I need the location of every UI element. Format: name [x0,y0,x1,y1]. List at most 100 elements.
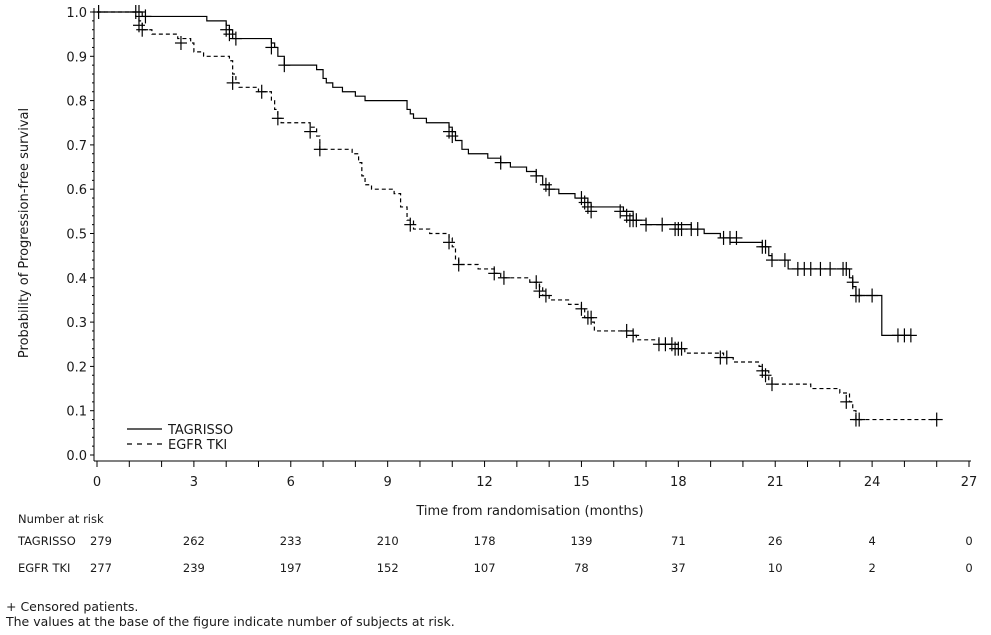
y-tick-label: 0.3 [66,316,87,331]
censor-mark-tagrisso [223,27,236,42]
risk-value: 0 [965,534,972,548]
censor-mark-egfr-tki [853,412,866,427]
y-axis-label: Probability of Progression-free survival [17,108,32,358]
x-tick-label: 9 [384,475,392,490]
risk-value: 71 [671,534,686,548]
censor-mark-egfr-tki [675,341,688,356]
legend: TAGRISSO EGFR TKI [127,423,233,453]
censor-mark-tagrisso [446,129,459,144]
risk-value: 2 [868,561,875,575]
censor-mark-egfr-tki [575,301,588,316]
y-tick-label: 0.2 [66,360,87,375]
y-tick-label: 0.8 [66,95,87,110]
y-tick-label: 0.1 [66,405,87,420]
censor-mark-egfr-tki [488,266,501,281]
censor-mark-egfr-tki [136,22,149,37]
risk-value: 197 [280,561,302,575]
censor-mark-tagrisso [778,253,791,268]
risk-value: 233 [280,534,302,548]
x-tick-label: 24 [864,475,881,490]
censor-mark-egfr-tki [226,75,239,90]
y-tick-label: 0.0 [66,449,87,464]
censor-mark-tagrisso [229,31,242,46]
footnote-censored: + Censored patients. [6,599,139,614]
axes: 0.0 0.1 0.2 0.3 0.4 0.5 0.6 0.7 0.8 0.9 1.0 0 3 6 9 12 1… [66,6,977,490]
y-tick-label: 0.6 [66,183,87,198]
risk-value: 10 [768,561,783,575]
risk-value: 239 [183,561,205,575]
y-tick-label: 0.5 [66,228,87,243]
censor-mark-tagrisso [543,182,556,197]
censor-mark-egfr-tki [759,368,772,383]
censor-mark-tagrisso [840,261,853,276]
censor-mark-egfr-tki [313,142,326,157]
x-tick-label: 6 [287,475,295,490]
censor-mark-egfr-tki [452,257,465,272]
censor-mark-egfr-tki [443,235,456,250]
censor-mark-egfr-tki [585,310,598,325]
risk-value: 152 [377,561,399,575]
censor-mark-tagrisso [691,222,704,237]
y-tick-label: 0.7 [66,139,87,154]
censor-mark-tagrisso [265,40,278,55]
censor-mark-tagrisso [866,288,879,303]
censor-mark-egfr-tki [304,124,317,139]
censor-mark-tagrisso [853,288,866,303]
risk-table-title: Number at risk [18,512,104,526]
y-tick-label: 0.9 [66,50,87,65]
km-curve-egfr-tki [97,11,937,421]
censor-mark-egfr-tki [404,217,417,232]
censor-mark-egfr-tki [620,323,633,338]
y-tick-label: 0.4 [66,272,87,287]
x-tick-label: 21 [767,475,784,490]
km-chart: 0.0 0.1 0.2 0.3 0.4 0.5 0.6 0.7 0.8 0.9 1.0 0 3 6 9 12 1… [17,5,977,575]
censor-mark-egfr-tki [840,394,853,409]
risk-value: 0 [965,561,972,575]
km-curve-tagrisso [97,11,911,336]
censor-mark-tagrisso [530,168,543,183]
censor-mark-egfr-tki [530,275,543,290]
censor-mark-tagrisso [765,253,778,268]
censor-mark-egfr-tki [627,328,640,343]
censor-mark-tagrisso [494,155,507,170]
risk-value: 78 [574,561,589,575]
x-tick-label: 3 [190,475,198,490]
censor-mark-tagrisso [585,204,598,219]
risk-value: 279 [90,534,112,548]
censor-mark-egfr-tki [720,350,733,365]
risk-row-label: EGFR TKI [18,561,70,575]
censor-mark-egfr-tki [533,284,546,299]
x-tick-label: 12 [476,475,493,490]
censor-mark-tagrisso [824,261,837,276]
y-tick-label: 1.0 [66,6,87,21]
censor-mark-tagrisso [139,9,152,24]
x-tick-label: 15 [573,475,590,490]
risk-value: 262 [183,534,205,548]
censor-mark-tagrisso [846,275,859,290]
x-axis-label: Time from randomisation (months) [415,504,643,519]
x-tick-label: 27 [961,475,978,490]
censor-mark-egfr-tki [497,270,510,285]
censor-mark-egfr-tki [539,288,552,303]
censor-mark-egfr-tki [174,36,187,51]
censor-mark-tagrisso [730,230,743,245]
censor-mark-tagrisso [656,217,669,232]
risk-value: 210 [377,534,399,548]
censor-mark-egfr-tki [765,377,778,392]
censor-mark-tagrisso [278,58,291,73]
censor-mark-egfr-tki [255,84,268,99]
censor-mark-egfr-tki [930,412,943,427]
risk-value: 178 [474,534,496,548]
risk-value: 26 [768,534,783,548]
legend-label-egfr-tki: EGFR TKI [168,438,227,453]
censor-mark-tagrisso [630,213,643,228]
risk-value: 37 [671,561,686,575]
footnote-at-risk: The values at the base of the figure ind… [6,614,455,629]
legend-label-tagrisso: TAGRISSO [167,423,233,438]
x-tick-label: 0 [93,475,101,490]
risk-value: 277 [90,561,112,575]
series-layer [92,5,943,427]
censor-mark-tagrisso [904,328,917,343]
risk-table: Number at risk TAGRISSO 279 262 233 210 178 13… [17,512,973,575]
censor-mark-tagrisso [614,204,627,219]
